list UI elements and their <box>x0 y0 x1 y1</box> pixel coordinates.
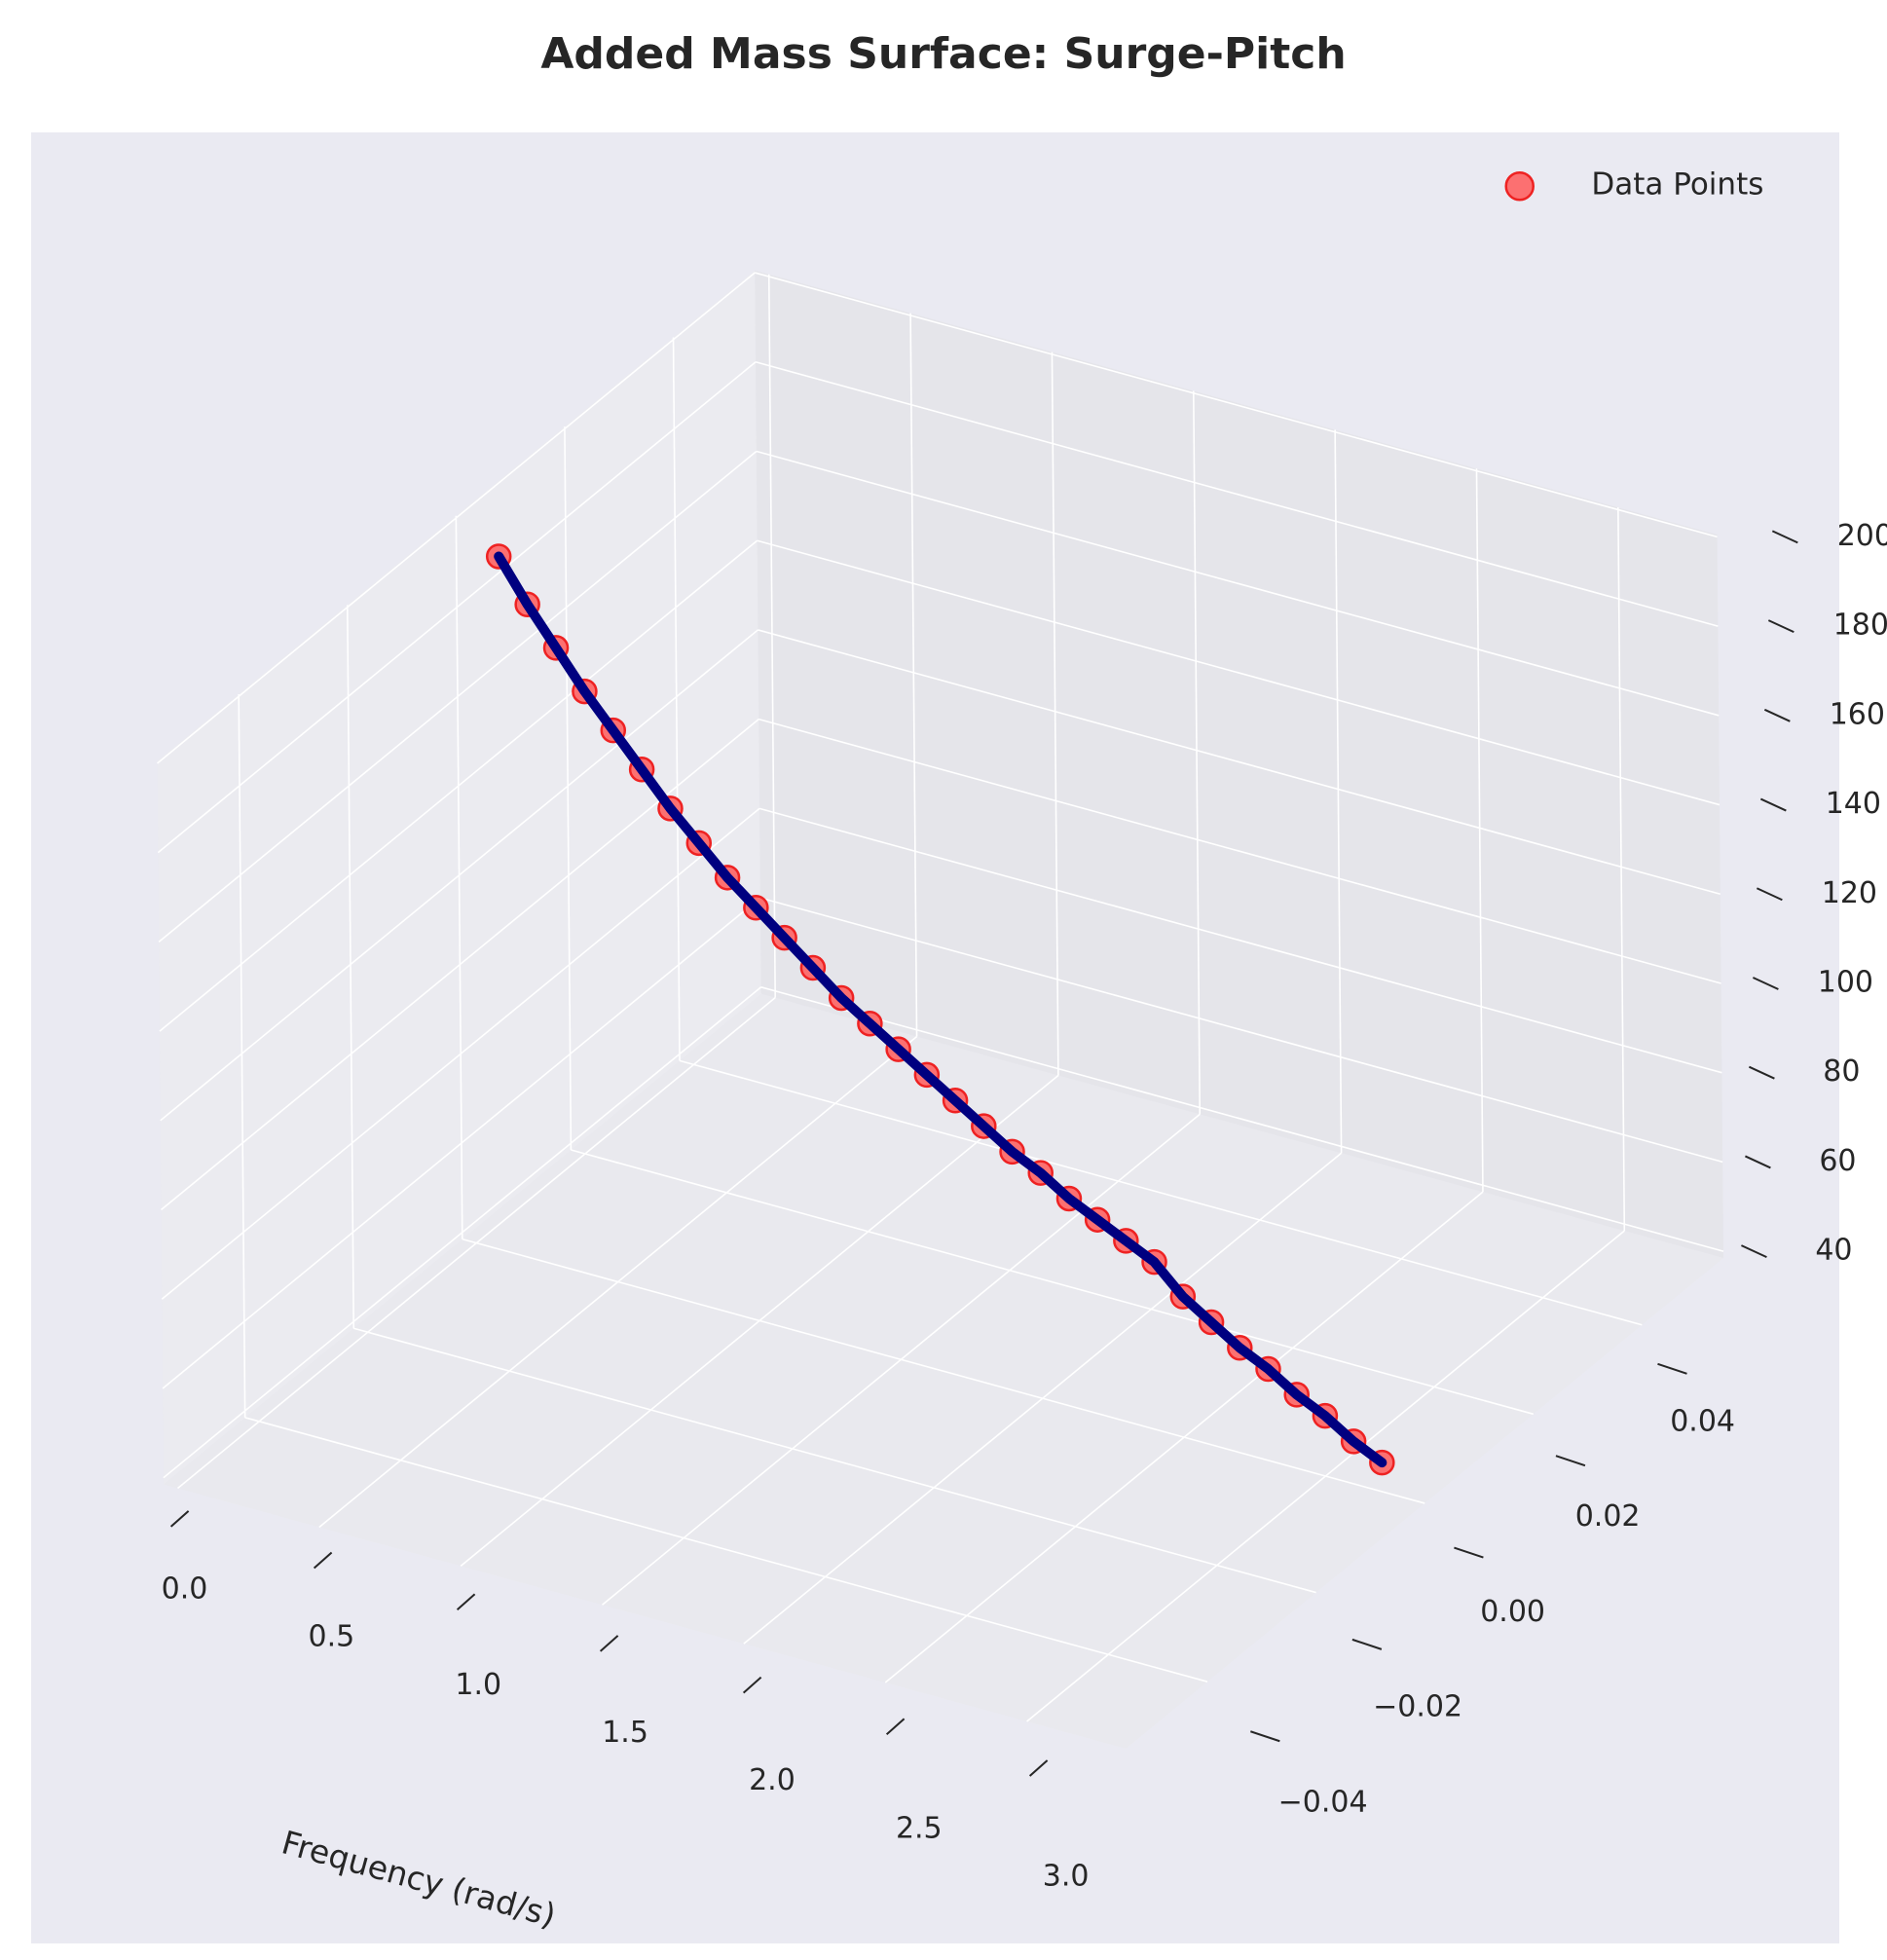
z-tick <box>1741 1244 1767 1259</box>
z-tick-label: 120 <box>1822 876 1877 910</box>
grid-line <box>758 807 1722 1074</box>
grid-line <box>757 539 1720 806</box>
x-tick-label: 2.0 <box>749 1763 796 1797</box>
z-tick <box>1744 1155 1771 1169</box>
z-tick <box>1759 797 1787 812</box>
grid-line <box>161 807 760 1300</box>
z-tick <box>1767 619 1794 634</box>
grid-line <box>760 986 1724 1252</box>
grid-line <box>1617 507 1626 1232</box>
grid-line <box>244 1417 1208 1683</box>
x-tick <box>169 1510 190 1528</box>
grid-line <box>571 1149 1534 1416</box>
x-tick-label: 1.0 <box>455 1668 501 1702</box>
z-tick <box>1748 1065 1775 1080</box>
grid-line <box>353 1327 1316 1594</box>
grid-line <box>162 897 761 1389</box>
z-tick <box>1756 887 1783 902</box>
x-tick-label: 0.0 <box>162 1572 208 1606</box>
grid-line <box>159 539 758 1032</box>
z-tick-label: 100 <box>1818 965 1873 999</box>
z-tick-label: 160 <box>1830 697 1885 731</box>
x-tick-label: 0.5 <box>309 1620 355 1654</box>
y-tick-label: 0.02 <box>1575 1499 1641 1534</box>
grid-line <box>758 629 1721 896</box>
grid-line <box>758 718 1721 984</box>
grid-line <box>462 1238 1425 1504</box>
grid-line <box>909 313 918 1037</box>
y-tick-label: 0.00 <box>1480 1595 1545 1629</box>
y-tick-label: −0.02 <box>1373 1690 1462 1724</box>
grid-line <box>755 361 1719 627</box>
grid-line <box>759 897 1723 1164</box>
grid-line <box>158 450 758 943</box>
legend-marker <box>1504 170 1535 202</box>
z-tick-label: 40 <box>1815 1234 1852 1268</box>
data-line <box>494 551 1388 1468</box>
x-tick-label: 3.0 <box>1043 1860 1090 1894</box>
grid-line <box>455 515 463 1239</box>
z-tick-label: 200 <box>1837 519 1887 553</box>
x-tick <box>599 1635 619 1652</box>
z-tick-label: 80 <box>1823 1054 1860 1089</box>
y-tick <box>1555 1455 1586 1467</box>
grid-line <box>1475 468 1484 1193</box>
x-tick <box>1028 1759 1049 1777</box>
x-tick <box>456 1593 476 1610</box>
x-tick <box>742 1676 762 1694</box>
x-tick-label: 1.5 <box>602 1716 648 1750</box>
z-tick-label: 180 <box>1833 609 1887 643</box>
grid-line <box>564 426 573 1151</box>
grid-line <box>767 274 776 998</box>
x-tick-label: 2.5 <box>896 1811 943 1845</box>
z-tick <box>1752 977 1779 990</box>
y-tick-label: 0.04 <box>1670 1404 1735 1438</box>
z-tick <box>1771 530 1798 544</box>
grid-line <box>1051 351 1059 1076</box>
grid-line <box>679 1059 1643 1326</box>
grid-line <box>756 450 1720 717</box>
x-tick <box>885 1718 906 1736</box>
grid-line <box>163 986 762 1479</box>
grid-line <box>672 337 681 1061</box>
z-tick <box>1763 708 1791 722</box>
grid-line <box>1192 390 1202 1115</box>
legend-label: Data Points <box>1591 167 1763 203</box>
y-tick <box>1454 1546 1484 1559</box>
y-tick <box>1250 1730 1280 1743</box>
z-tick-label: 140 <box>1826 787 1881 821</box>
grid-line <box>1334 429 1343 1154</box>
grid-line <box>346 605 355 1329</box>
z-tick-label: 60 <box>1819 1144 1856 1178</box>
grid-line <box>157 272 756 764</box>
grid-line <box>238 693 246 1418</box>
grid-line <box>157 361 757 854</box>
y-tick <box>1351 1638 1383 1650</box>
x-tick <box>313 1551 333 1570</box>
grid-line <box>755 272 1718 538</box>
y-tick <box>1657 1362 1687 1375</box>
chart-title: Added Mass Surface: Surge-Pitch <box>540 29 1346 79</box>
y-tick-label: −0.04 <box>1278 1785 1368 1819</box>
grid-line <box>160 629 758 1122</box>
